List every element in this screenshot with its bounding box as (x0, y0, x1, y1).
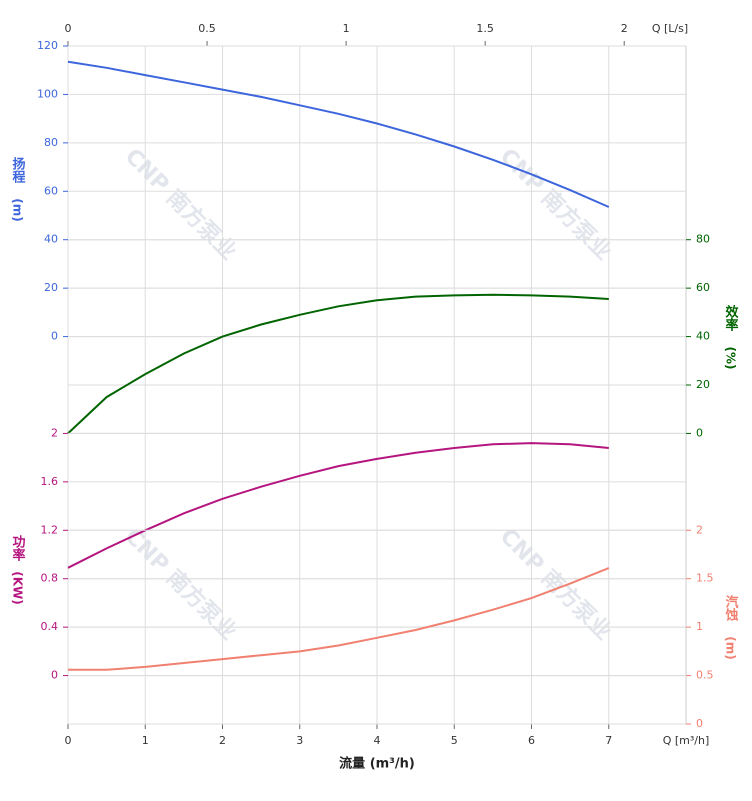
x-tick-label: 2 (219, 734, 226, 747)
axis-unit: (%) (724, 347, 738, 370)
axis-unit: (m) (724, 636, 738, 659)
top-x-tick-label: 0.5 (198, 22, 216, 35)
y-tick-label: 100 (37, 87, 58, 100)
x-tick-label: 0 (65, 734, 72, 747)
x-tick-label: 5 (451, 734, 458, 747)
watermark: CNP 南方泵业 (120, 143, 242, 265)
curve (67, 60, 610, 208)
y-tick-label: 0.8 (41, 572, 59, 585)
x-tick-label: 4 (374, 734, 381, 747)
y-tick-label: 0 (51, 330, 58, 343)
y-tick-label: 80 (44, 136, 58, 149)
axis-title: 效率 (723, 304, 739, 332)
y-tick-label: 0 (51, 669, 58, 682)
y-tick-label: 0 (696, 426, 703, 439)
top-axis-unit: Q [L/s] (652, 22, 688, 35)
top-x-tick-label: 0 (65, 22, 72, 35)
axis-title: 汽蚀 (723, 594, 740, 622)
y-tick-label: 2 (51, 426, 58, 439)
top-x-tick-label: 2 (621, 22, 628, 35)
y-tick-label: 0 (696, 717, 703, 730)
axis-title: 功率 (10, 535, 26, 562)
top-x-tick-label: 1 (343, 22, 350, 35)
y-tick-label: 0.5 (696, 669, 714, 682)
y-tick-label: 120 (37, 39, 58, 52)
curve (67, 442, 609, 569)
y-tick-label: 1.2 (41, 523, 59, 536)
axis-unit: (m) (11, 198, 25, 221)
y-tick-label: 20 (696, 378, 710, 391)
x-tick-label: 6 (528, 734, 535, 747)
watermark: CNP 南方泵业 (495, 143, 617, 265)
y-tick-label: 40 (696, 330, 710, 343)
y-tick-label: 1.5 (696, 572, 714, 585)
x-axis-title: 流量 (m³/h) (339, 756, 415, 772)
x-tick-label: 3 (296, 734, 303, 747)
y-tick-label: 0.4 (41, 620, 59, 633)
bottom-axis-unit: Q [m³/h] (663, 734, 710, 747)
axis-title: 扬程 (10, 156, 26, 184)
y-tick-label: 40 (44, 233, 58, 246)
y-tick-label: 1 (696, 620, 703, 633)
curve (68, 567, 610, 671)
y-tick-label: 1.6 (41, 475, 59, 488)
x-tick-label: 7 (605, 734, 612, 747)
y-tick-label: 80 (696, 233, 710, 246)
y-tick-label: 2 (696, 523, 703, 536)
y-tick-label: 20 (44, 281, 58, 294)
x-tick-label: 1 (142, 734, 149, 747)
y-tick-label: 60 (44, 184, 58, 197)
top-x-tick-label: 1.5 (476, 22, 494, 35)
curve (67, 293, 609, 435)
y-tick-label: 60 (696, 281, 710, 294)
axis-unit: (KW) (11, 571, 25, 605)
